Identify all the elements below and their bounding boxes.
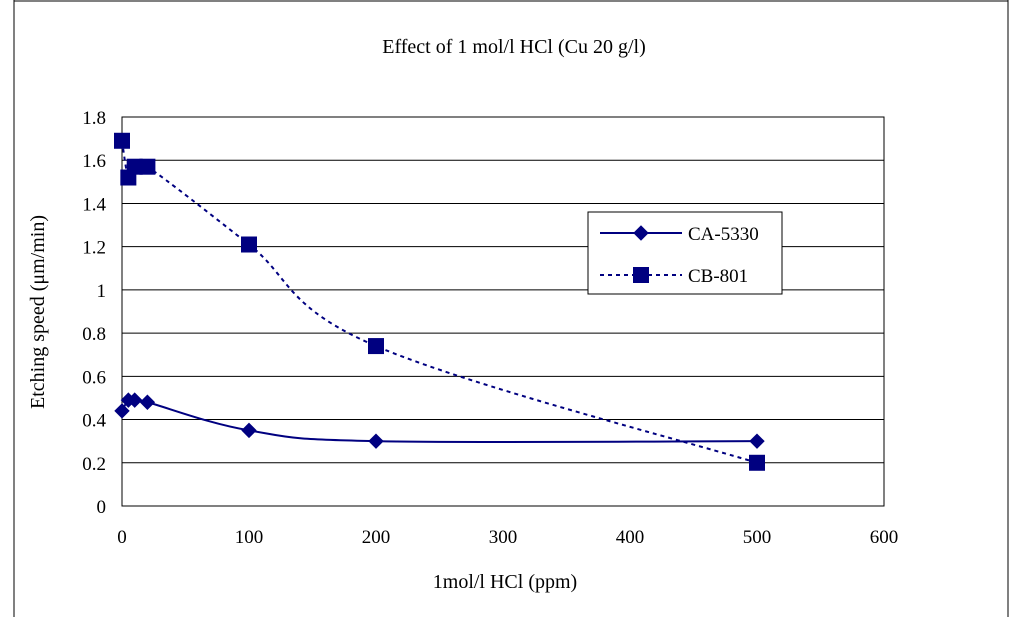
legend-marker bbox=[633, 225, 649, 241]
data-point-diamond bbox=[368, 433, 384, 449]
legend-item: CA-5330 bbox=[600, 224, 759, 245]
y-axis-label: Etching speed (μm/min) bbox=[27, 215, 49, 409]
data-point-square bbox=[114, 132, 130, 149]
x-tick-labels: 0 100 200 300 400 500 600 bbox=[117, 527, 898, 548]
series-line bbox=[121, 140, 758, 464]
y-tick-label: 0.8 bbox=[82, 324, 106, 345]
y-tick-label: 1.4 bbox=[82, 194, 106, 215]
x-tick-label: 300 bbox=[489, 527, 518, 548]
x-tick-label: 500 bbox=[743, 527, 772, 548]
data-point-square bbox=[241, 236, 257, 253]
y-tick-label: 1.6 bbox=[82, 151, 106, 172]
y-tick-label: 0 bbox=[97, 497, 107, 518]
y-tick-label: 0.6 bbox=[82, 367, 106, 388]
legend-box bbox=[587, 211, 783, 295]
legend: CA-5330 CB-801 bbox=[587, 211, 783, 295]
x-tick-label: 200 bbox=[362, 527, 391, 548]
data-point-diamond bbox=[749, 433, 765, 449]
data-point-square bbox=[749, 454, 765, 471]
data-point-diamond bbox=[114, 403, 130, 419]
x-axis-label: 1mol/l HCl (ppm) bbox=[433, 571, 577, 593]
series-ca-5330 bbox=[114, 392, 765, 449]
x-tick-label: 0 bbox=[117, 527, 127, 548]
series-group bbox=[114, 132, 765, 471]
legend-label: CA-5330 bbox=[688, 224, 759, 245]
legend-marker bbox=[633, 267, 649, 283]
legend-label: CB-801 bbox=[688, 266, 748, 287]
plot-area bbox=[121, 116, 885, 507]
x-tick-label: 600 bbox=[870, 527, 899, 548]
data-point-diamond bbox=[126, 392, 143, 408]
y-tick-label: 1.8 bbox=[82, 108, 106, 129]
legend-item: CB-801 bbox=[600, 266, 748, 287]
data-point-diamond bbox=[241, 422, 257, 439]
grid-lines bbox=[122, 159, 884, 464]
series-cb-801 bbox=[114, 132, 765, 471]
data-point-square bbox=[139, 158, 156, 175]
data-point-diamond bbox=[139, 394, 156, 410]
y-tick-label: 1.2 bbox=[82, 238, 106, 259]
y-tick-label: 1 bbox=[97, 281, 107, 302]
x-tick-label: 100 bbox=[235, 527, 264, 548]
data-point-square bbox=[368, 338, 384, 355]
y-tick-label: 0.4 bbox=[82, 411, 106, 432]
chart-title: Effect of 1 mol/l HCl (Cu 20 g/l) bbox=[382, 36, 646, 58]
y-tick-labels: 0 0.2 0.4 0.6 0.8 1 1.2 1.4 1.6 1.8 bbox=[82, 108, 106, 518]
x-tick-label: 400 bbox=[616, 527, 645, 548]
y-tick-label: 0.2 bbox=[82, 454, 106, 475]
